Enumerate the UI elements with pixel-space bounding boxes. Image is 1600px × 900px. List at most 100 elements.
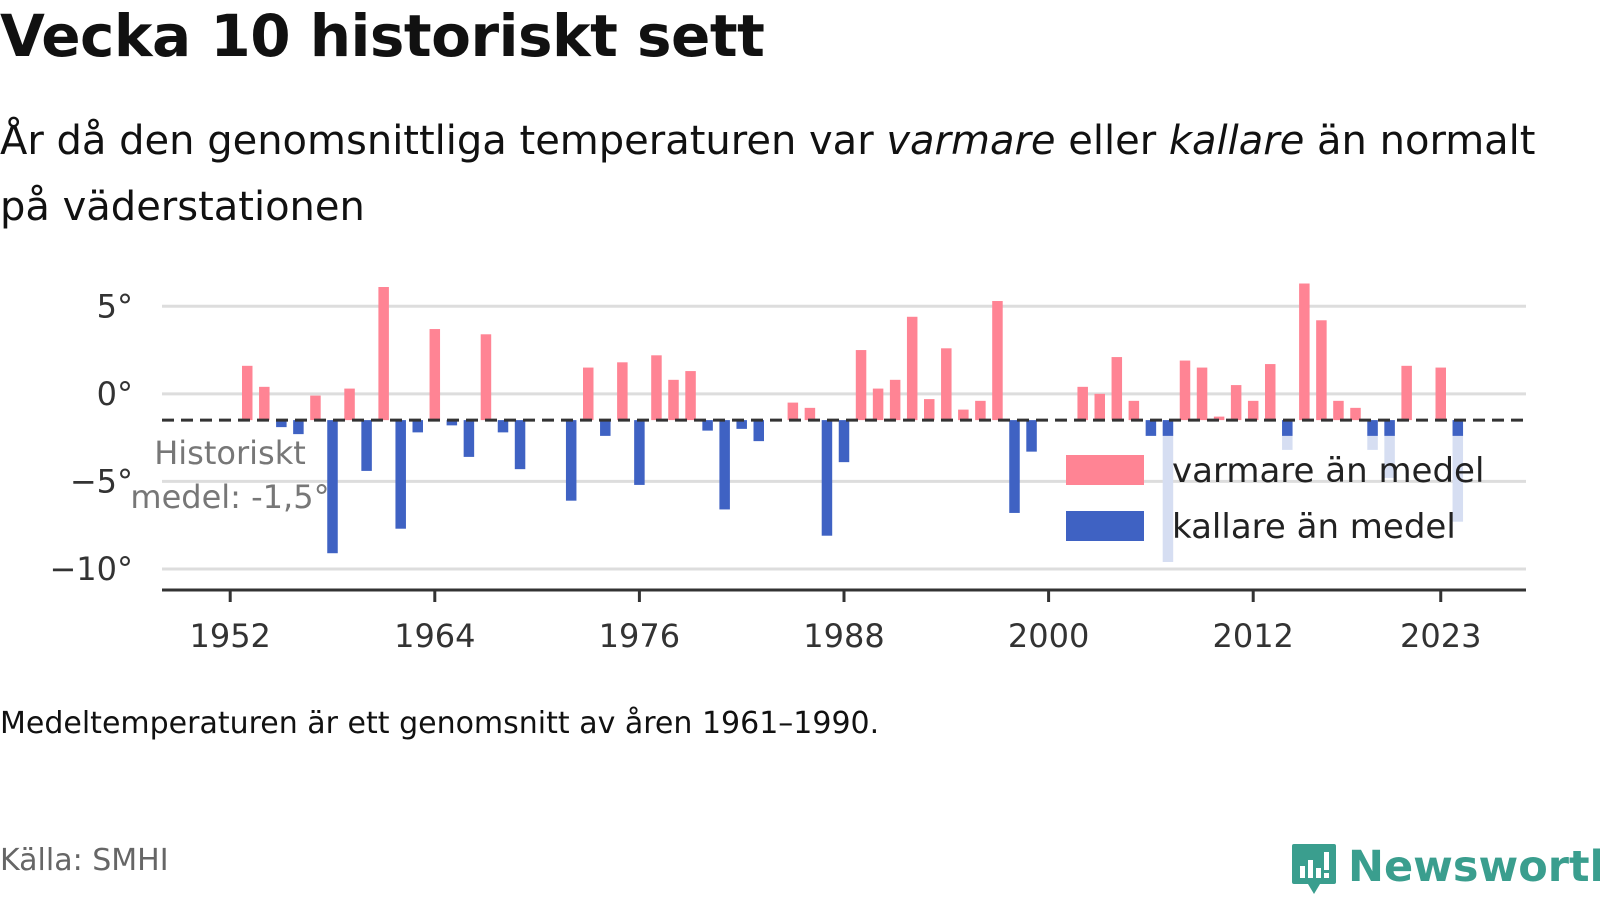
bar-1958	[327, 420, 338, 554]
chart-subtitle: År då den genomsnittliga temperaturen va…	[0, 108, 1560, 240]
newsworthy-logo-icon	[1292, 844, 1336, 894]
bar-1975	[617, 362, 628, 421]
axes: 5° 0° −5° −10° 1952 1964 1976 1988 2000 2012 2023	[49, 287, 1526, 655]
bar-1963	[412, 420, 423, 433]
bar-1992	[906, 316, 918, 421]
bar-2006	[1145, 420, 1157, 436]
bar-2010	[1213, 416, 1225, 421]
y-tick-label: −10°	[49, 550, 133, 588]
bar-1967	[480, 334, 492, 421]
bar-2009	[1196, 367, 1208, 421]
brand-name: Newsworthy	[1348, 842, 1600, 892]
bar-1969	[514, 420, 526, 470]
bar-2013	[1265, 364, 1276, 421]
footnote: Medeltemperaturen är ett genomsnitt av å…	[0, 706, 880, 741]
bar-1964	[429, 329, 441, 421]
bar-1982	[736, 420, 747, 429]
bar-1955	[276, 420, 287, 428]
legend-swatch	[1066, 455, 1144, 485]
legend: varmare än medel kallare än medel	[1066, 451, 1484, 547]
x-tick-label: 1988	[803, 617, 884, 655]
grid-lines	[162, 304, 1526, 571]
bar-2015	[1299, 283, 1310, 421]
bar-1995	[958, 409, 969, 421]
bar-1987	[821, 420, 833, 536]
bar-2002	[1077, 386, 1088, 421]
bar-1968	[497, 420, 509, 433]
y-tick-label: 5°	[97, 287, 133, 325]
x-tick-label: 1976	[599, 617, 680, 655]
bar-1956	[293, 420, 304, 435]
bar-1966	[463, 420, 475, 457]
bar-2005	[1128, 400, 1140, 421]
chart-title: Vecka 10 historiskt sett	[0, 2, 765, 70]
temperature-bar-chart: 5°0°−5°−10°1952 1964 1976 1988 2000 2012 2023 …	[49, 283, 1526, 655]
bar-1959	[344, 388, 355, 421]
legend-label: varmare än medel	[1172, 451, 1484, 491]
bar-faded-2020	[1384, 420, 1395, 478]
bar-1962	[395, 420, 406, 529]
bar-2017	[1333, 400, 1344, 421]
bar-1991	[889, 379, 901, 421]
bar-1998	[1009, 420, 1020, 513]
bar-faded-2024	[1452, 420, 1464, 522]
bars	[242, 283, 1464, 562]
bar-1977	[651, 355, 662, 421]
bar-2011	[1230, 385, 1242, 421]
legend-swatch	[1066, 511, 1144, 541]
bar-2004	[1111, 357, 1123, 421]
bar-1988	[838, 420, 850, 463]
legend-label: kallare än medel	[1172, 507, 1456, 547]
bar-1994	[941, 348, 952, 421]
brand: Newsworthy	[1290, 842, 1600, 896]
bar-1972	[565, 420, 577, 501]
x-tick-label: 2023	[1400, 617, 1481, 655]
bar-1957	[310, 395, 321, 421]
y-tick-label: 0°	[97, 375, 133, 413]
bar-1985	[787, 402, 799, 421]
bar-1999	[1026, 420, 1037, 452]
subtitle-text-3: än normalt på väderstationen	[0, 118, 1536, 230]
bar-1983	[753, 420, 764, 442]
x-tick-label: 1964	[394, 617, 475, 655]
bar-1979	[685, 371, 696, 421]
subtitle-cold-word: kallare	[1168, 118, 1305, 164]
x-tick-label: 1952	[189, 617, 270, 655]
bar-1996	[975, 400, 986, 421]
bar-1980	[702, 420, 713, 431]
x-tick-label: 2000	[1008, 617, 1089, 655]
bar-1976	[634, 420, 645, 485]
bar-2024	[1452, 420, 1464, 436]
x-tick-label: 2012	[1212, 617, 1293, 655]
bar-2021	[1401, 365, 1412, 421]
bar-faded-2007	[1162, 420, 1174, 562]
bar-2014	[1282, 420, 1293, 436]
bar-1978	[668, 379, 679, 421]
bar-1993	[924, 399, 935, 421]
reference-line-group: Historiskt medel: -1,5°	[130, 418, 1526, 516]
bar-1953	[242, 365, 253, 421]
bar-2023	[1435, 367, 1446, 421]
bar-2020	[1384, 420, 1395, 436]
bar-1965	[446, 420, 458, 426]
bar-1960	[361, 420, 372, 471]
bar-1986	[804, 407, 816, 421]
bar-2019	[1367, 420, 1378, 436]
bar-1989	[855, 350, 867, 421]
bar-2007	[1162, 420, 1174, 436]
bar-1981	[719, 420, 730, 510]
bar-1961	[378, 287, 389, 421]
bar-1997	[992, 301, 1003, 421]
subtitle-text-2: eller	[1055, 118, 1169, 164]
reference-label-line2: medel: -1,5°	[130, 478, 329, 516]
bar-2003	[1094, 393, 1105, 421]
bar-1973	[583, 367, 594, 421]
source-label: Källa: SMHI	[0, 843, 169, 878]
bar-1974	[600, 420, 611, 436]
bar-1954	[259, 386, 270, 421]
subtitle-text-1: År då den genomsnittliga temperaturen va…	[0, 118, 887, 164]
reference-label-line1: Historiskt	[154, 434, 306, 472]
bar-2008	[1179, 360, 1191, 421]
bar-2016	[1316, 320, 1327, 421]
subtitle-warm-word: varmare	[886, 118, 1056, 164]
